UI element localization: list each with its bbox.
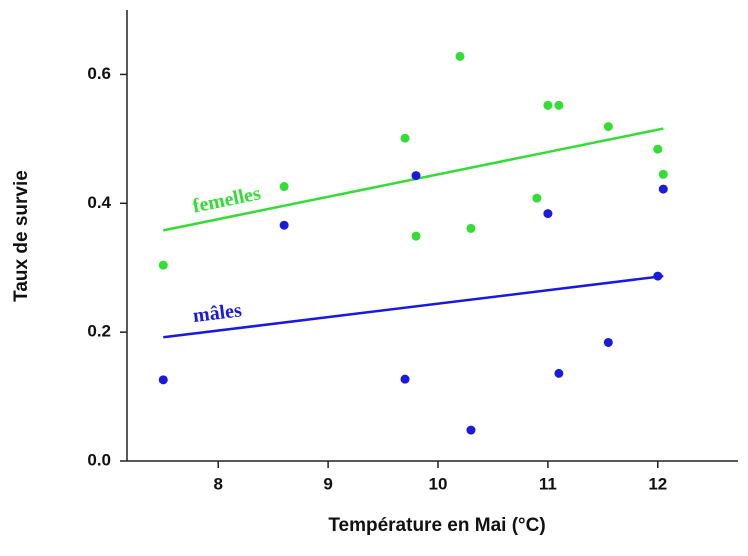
point <box>658 184 668 194</box>
point <box>554 368 564 378</box>
series-label: mâles <box>192 299 243 327</box>
point <box>279 182 289 192</box>
y-tick-label: 0.0 <box>87 450 111 469</box>
y-tick-label: 0.2 <box>87 322 111 341</box>
point <box>653 271 663 281</box>
x-tick-label: 10 <box>429 474 448 493</box>
point <box>466 223 476 233</box>
x-axis-title: Température en Mai (°C) <box>328 515 545 536</box>
point <box>279 220 289 230</box>
point <box>543 100 553 110</box>
point <box>603 122 613 132</box>
x-tick-label: 12 <box>648 474 667 493</box>
point <box>411 231 421 241</box>
point <box>603 337 613 347</box>
point <box>543 209 553 219</box>
fit-line <box>163 127 664 232</box>
point <box>158 260 168 270</box>
y-tick-label: 0.6 <box>87 64 111 83</box>
point <box>455 51 465 61</box>
x-tick-label: 8 <box>213 474 222 493</box>
point <box>400 374 410 384</box>
point <box>400 133 410 143</box>
point <box>658 169 668 179</box>
y-axis-title: Taux de survie <box>11 170 32 302</box>
x-tick-label: 9 <box>323 474 332 493</box>
x-tick-label: 11 <box>539 474 557 493</box>
point <box>466 425 476 435</box>
point <box>653 144 663 154</box>
point <box>554 100 564 110</box>
point <box>532 193 542 203</box>
fit-line <box>163 274 664 339</box>
y-tick-label: 0.4 <box>87 193 111 212</box>
point <box>158 375 168 385</box>
point <box>411 171 421 181</box>
